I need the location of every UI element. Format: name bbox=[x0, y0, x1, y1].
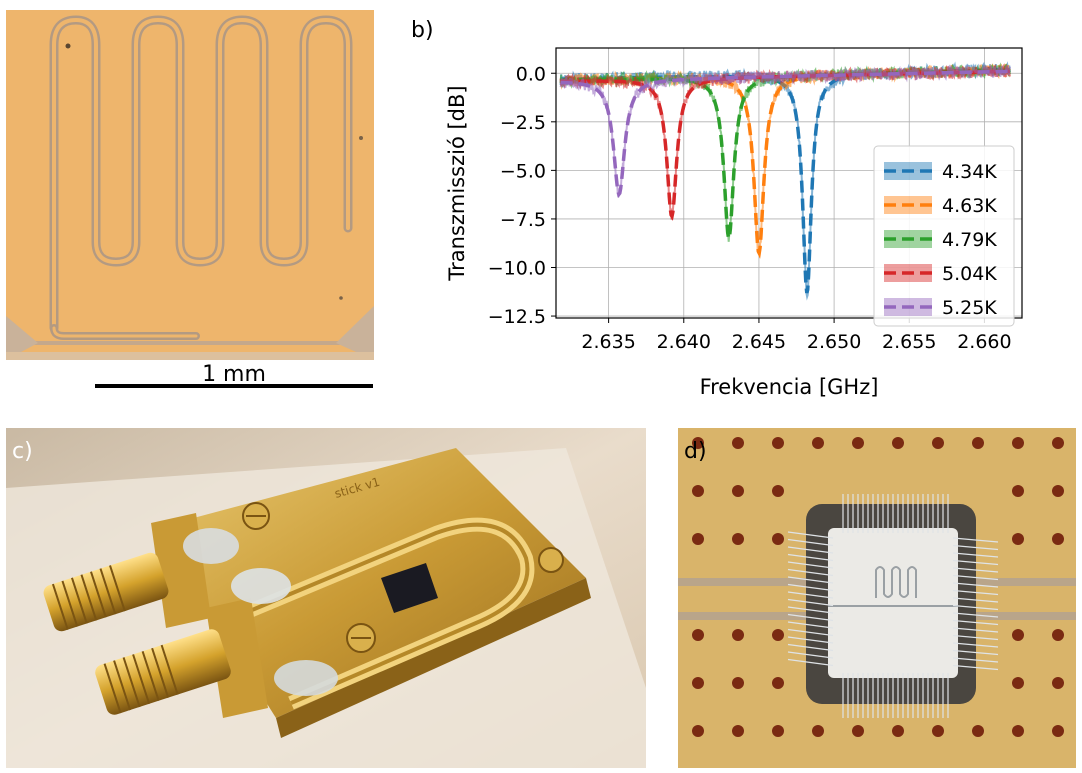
scale-bar bbox=[95, 384, 373, 388]
y-axis-label: Transzmisszió [dB] bbox=[445, 85, 469, 281]
transmission-chart: 2.635 2.640 2.645 2.650 2.655 2.660 0.0 −2.5 −5.… bbox=[445, 47, 1023, 399]
wire-bonded-chip-photo bbox=[678, 428, 1076, 768]
x-axis-label: Frekvencia [GHz] bbox=[700, 375, 879, 399]
y-tick-label: −12.5 bbox=[488, 306, 546, 328]
x-tick-label: 2.660 bbox=[957, 331, 1011, 353]
x-tick-label: 2.635 bbox=[581, 331, 635, 353]
ticks: 2.635 2.640 2.645 2.650 2.655 2.660 0.0 −2.5 −5.… bbox=[488, 63, 1012, 353]
legend-label: 5.25K bbox=[942, 297, 997, 319]
resonator-micrograph bbox=[6, 10, 374, 360]
legend-label: 4.34K bbox=[942, 161, 997, 183]
legend-label: 5.04K bbox=[942, 263, 997, 285]
x-tick-label: 2.640 bbox=[657, 331, 711, 353]
y-tick-label: −10.0 bbox=[488, 257, 546, 279]
legend-box bbox=[873, 145, 1015, 327]
series-layer bbox=[559, 61, 1011, 301]
y-tick-label: −5.0 bbox=[500, 160, 546, 182]
panel-d-label: d) bbox=[684, 439, 707, 464]
x-tick-label: 2.655 bbox=[882, 331, 936, 353]
panel-c-label: c) bbox=[12, 439, 33, 464]
series-fit-5.25K bbox=[560, 69, 1011, 199]
x-tick-label: 2.650 bbox=[807, 331, 861, 353]
x-tick-label: 2.645 bbox=[732, 331, 786, 353]
plot-frame bbox=[555, 47, 1023, 319]
panel-b-label: b) bbox=[411, 18, 434, 43]
sample-holder-photo: stick v1 bbox=[6, 428, 646, 768]
y-tick-label: −2.5 bbox=[500, 112, 546, 134]
y-tick-label: −7.5 bbox=[500, 209, 546, 231]
y-tick-label: 0.0 bbox=[516, 63, 546, 85]
legend: 4.34K 4.63K 4.79K 5.04K 5.25K bbox=[873, 145, 1015, 327]
legend-label: 4.79K bbox=[942, 229, 997, 251]
legend-label: 4.63K bbox=[942, 195, 997, 217]
scale-bar-label: 1 mm bbox=[202, 362, 266, 387]
